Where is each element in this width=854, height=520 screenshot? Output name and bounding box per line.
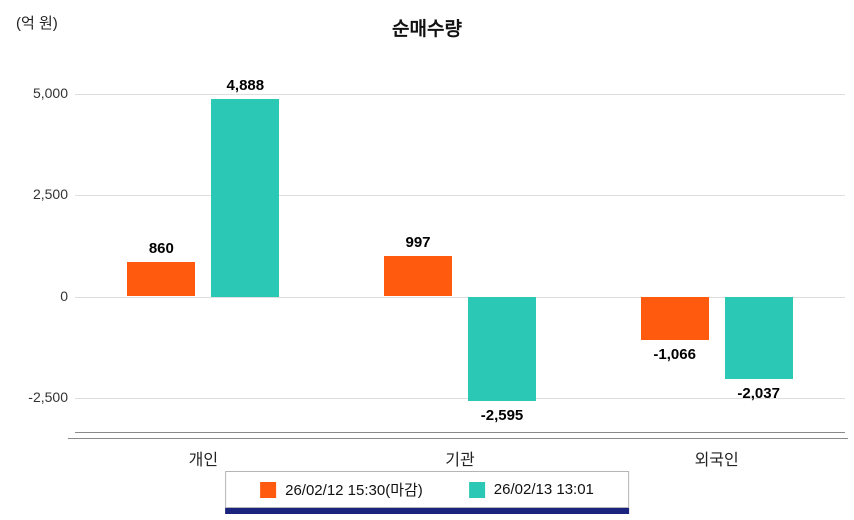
legend-label: 26/02/13 13:01 [493, 481, 594, 498]
bar-value-label: -2,037 [737, 384, 780, 402]
bar-series-1-기관 [384, 256, 452, 297]
y-tick-label: 2,500 [32, 186, 68, 203]
y-tick-label: 0 [60, 287, 68, 304]
legend-swatch [468, 481, 485, 498]
legend-box: 26/02/12 15:30(마감) 26/02/13 13:01 [225, 471, 629, 508]
bar-series-1-개인 [127, 261, 196, 297]
gridline [75, 195, 845, 197]
bar-series-1-외국인 [640, 296, 709, 340]
x-category-label: 개인 [188, 452, 219, 469]
x-axis-second-line [68, 438, 848, 439]
y-tick-label: -2,500 [28, 388, 68, 405]
x-category-label: 외국인 [694, 452, 739, 469]
bar-series-2-외국인 [724, 296, 793, 379]
legend-label: 26/02/12 15:30(마감) [285, 482, 423, 499]
bar-value-label: 997 [405, 234, 431, 252]
x-category-label: 기관 [445, 452, 475, 469]
gridline [75, 397, 845, 399]
legend-item-series-1: 26/02/12 15:30(마감) [260, 479, 423, 500]
bar-value-label: -2,595 [480, 407, 524, 425]
chart-title: 순매수량 [392, 19, 462, 40]
gridline [75, 296, 845, 298]
y-tick-label: 5,000 [32, 85, 68, 102]
legend-swatch [260, 481, 277, 498]
bar-value-label: 4,888 [226, 76, 265, 94]
legend: 26/02/12 15:30(마감) 26/02/13 13:01 [225, 471, 629, 514]
legend-underline-bar [225, 508, 629, 514]
legend-item-series-2: 26/02/13 13:01 [468, 481, 594, 498]
plot-area: 860 4,888 개인 997 -2,595 기관 -1,066 -2,037 외국인 [75, 70, 845, 469]
bar-value-label: 860 [148, 239, 174, 257]
y-axis: 5,000 2,500 0 -2,500 [4, 70, 68, 432]
bar-series-2-기관 [468, 296, 536, 402]
bar-value-label: -1,066 [653, 345, 696, 363]
y-axis-unit-label: (억 원) [16, 15, 58, 32]
gridline [75, 94, 845, 96]
bar-series-2-개인 [211, 98, 280, 297]
